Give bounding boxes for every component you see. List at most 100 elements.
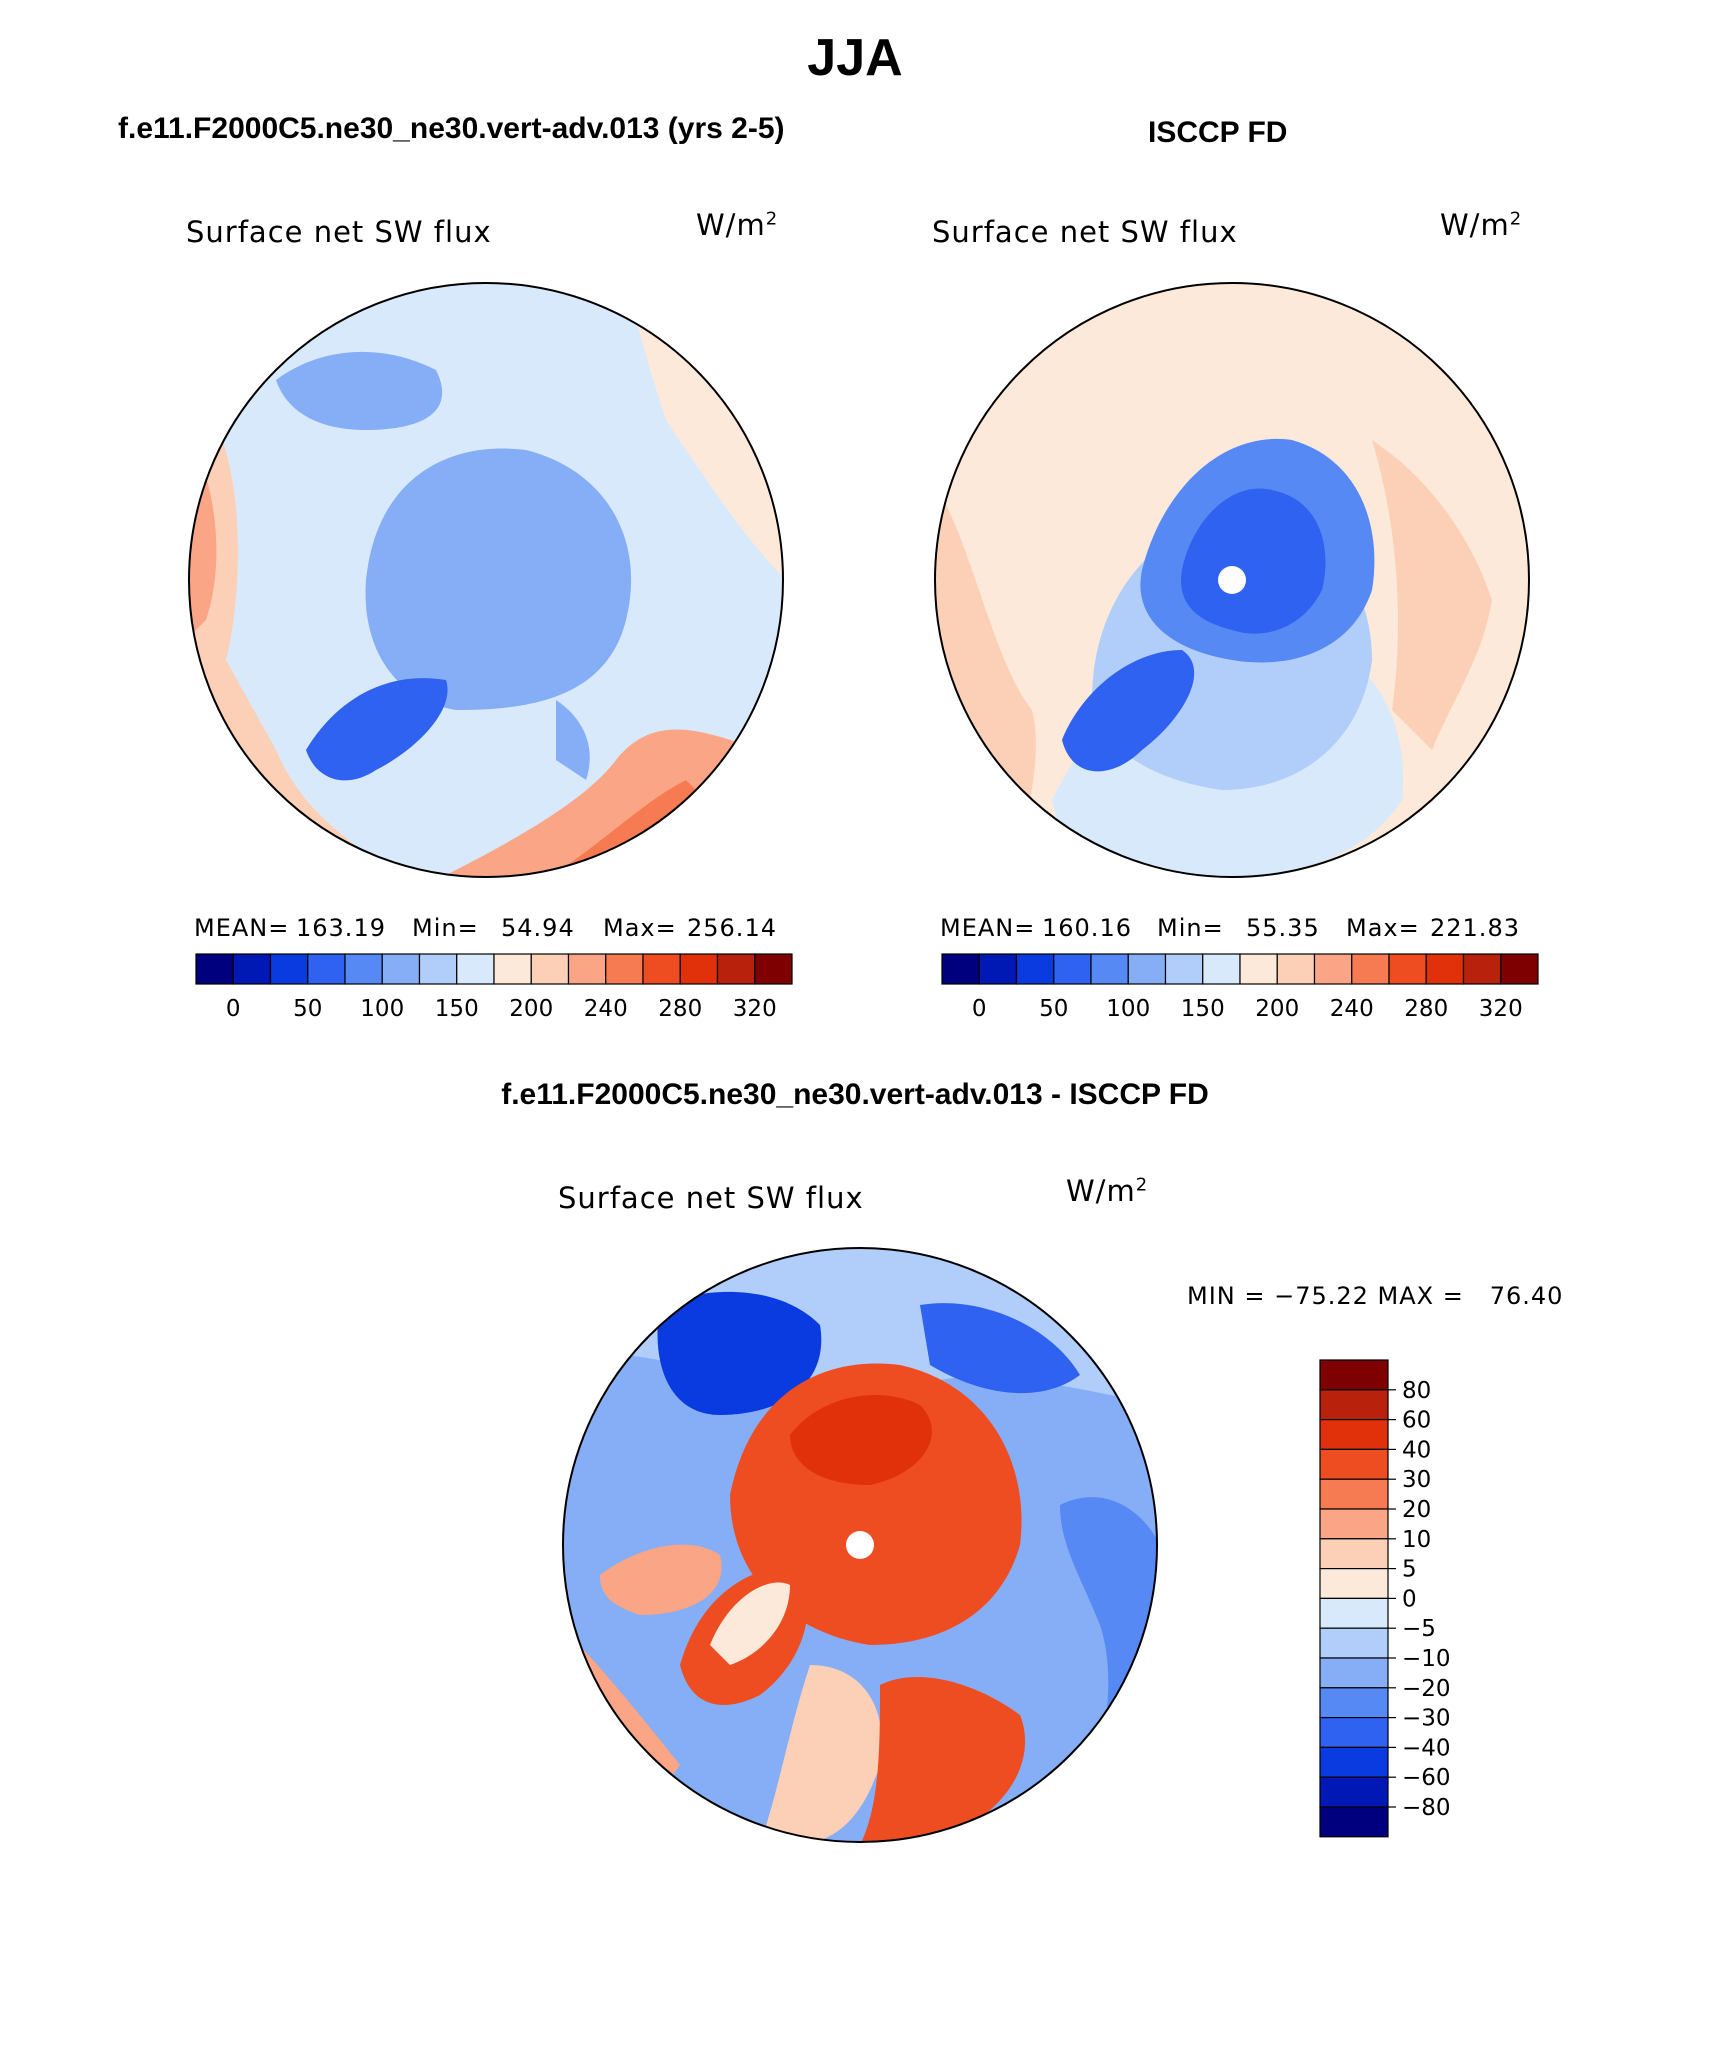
map-fill <box>1372 440 1492 750</box>
obs-colorbar-bin <box>941 953 980 985</box>
diff-colorbar-bin <box>1319 1418 1389 1450</box>
diff-colorbar-bin <box>1319 1538 1389 1570</box>
obs-colorbar-tick-label: 280 <box>1404 996 1448 1022</box>
diff-colorbar-bin <box>1319 1746 1389 1778</box>
diff-colorbar-bin <box>1319 1657 1389 1689</box>
obs-colorbar-tick-label: 0 <box>972 996 987 1022</box>
obs-colorbar-bin <box>1425 953 1465 985</box>
diff-colorbar-tick-label: 40 <box>1402 1437 1431 1463</box>
obs-stat-max: 221.83 <box>1430 914 1520 942</box>
model-colorbar-tick-label: 100 <box>360 996 404 1022</box>
model-stat-mean: 163.19 <box>296 914 386 942</box>
map-fill <box>657 1291 822 1415</box>
diff-colorbar-bin <box>1319 1627 1389 1659</box>
obs-colorbar-bin <box>1313 953 1353 985</box>
diff-colorbar-tick-label: 60 <box>1402 1408 1431 1434</box>
model-colorbar-tick-label: 320 <box>733 996 777 1022</box>
diff-colorbar-bin <box>1319 1478 1389 1510</box>
obs-colorbar-bin <box>1202 953 1241 985</box>
model-stat-min: 54.94 <box>501 914 575 942</box>
obs-colorbar-tick-label: 240 <box>1330 996 1374 1022</box>
model-colorbar: 0 50 100 150 200 240 280 320 <box>195 953 793 1022</box>
diff-colorbar-tick-label: 0 <box>1402 1586 1417 1612</box>
obs-colorbar-bin <box>978 953 1018 985</box>
pole-no-data <box>846 1531 874 1559</box>
map-boundary <box>188 282 784 878</box>
model-colorbar-tick-label: 0 <box>226 996 241 1022</box>
map-fill <box>760 1665 882 1842</box>
model-colorbar-bin <box>381 953 421 985</box>
model-colorbar-tick-label: 240 <box>584 996 628 1022</box>
obs-colorbar: 0 50 100 150 200 240 280 320 <box>941 953 1539 1022</box>
obs-colorbar-bin <box>1053 953 1092 985</box>
diff-colorbar-bin <box>1319 1597 1389 1629</box>
map-fill <box>790 1395 932 1485</box>
map-fill <box>860 1677 1025 1842</box>
model-stat-max-label: Max= <box>603 914 677 942</box>
diff-colorbar-tick-label: −5 <box>1402 1616 1436 1642</box>
model-map <box>188 282 784 878</box>
model-colorbar-bin <box>269 953 309 985</box>
model-colorbar-tick-label: 50 <box>293 996 322 1022</box>
obs-colorbar-tick-label: 320 <box>1479 996 1523 1022</box>
obs-colorbar-bin <box>1164 953 1204 985</box>
model-colorbar-bin <box>195 953 234 985</box>
model-colorbar-bin <box>456 953 495 985</box>
obs-colorbar-bin <box>1500 953 1539 985</box>
model-colorbar-tick-label: 280 <box>658 996 702 1022</box>
obs-colorbar-bin <box>1276 953 1316 985</box>
map-fill <box>365 448 632 710</box>
map-fill <box>276 351 443 430</box>
model-colorbar-bin <box>493 953 532 985</box>
diff-colorbar-tick-label: −60 <box>1402 1765 1451 1791</box>
obs-colorbar-bin <box>1015 953 1055 985</box>
diff-colorbar-tick-label: 10 <box>1402 1527 1431 1553</box>
model-colorbar-bin <box>232 953 272 985</box>
obs-colorbar-bin <box>1239 953 1278 985</box>
diff-colorbar-tick-label: −30 <box>1402 1706 1451 1732</box>
model-colorbar-bin <box>567 953 607 985</box>
diff-colorbar-bin <box>1319 1448 1389 1480</box>
map-fill <box>710 1582 790 1665</box>
diff-colorbar-tick-label: −80 <box>1402 1795 1451 1821</box>
model-colorbar-tick-label: 200 <box>509 996 553 1022</box>
diff-colorbar-bin <box>1319 1359 1389 1391</box>
diff-colorbar-tick-label: −10 <box>1402 1646 1451 1672</box>
diff-colorbar-tick-label: 20 <box>1402 1497 1431 1523</box>
diff-colorbar-bin <box>1319 1508 1389 1540</box>
map-fill <box>1181 488 1326 634</box>
obs-panel-title: ISCCP FD <box>1148 116 1288 149</box>
diff-field-name: Surface net SW flux <box>558 1181 864 1215</box>
model-colorbar-bin <box>642 953 681 985</box>
obs-map <box>934 282 1530 878</box>
model-colorbar-bin <box>344 953 383 985</box>
obs-colorbar-bin <box>1351 953 1390 985</box>
model-panel-title: f.e11.F2000C5.ne30_ne30.vert-adv.013 (yr… <box>118 112 785 145</box>
model-units: W/m2 <box>696 208 779 242</box>
diff-colorbar-bin <box>1319 1776 1389 1808</box>
obs-colorbar-bin <box>1388 953 1427 985</box>
diff-colorbar-tick-label: −40 <box>1402 1735 1451 1761</box>
model-colorbar-bin <box>418 953 458 985</box>
diff-panel-title: f.e11.F2000C5.ne30_ne30.vert-adv.013 - I… <box>501 1078 1209 1111</box>
diff-colorbar-tick-label: −20 <box>1402 1676 1451 1702</box>
map-fill <box>600 1544 722 1615</box>
model-colorbar-bin <box>754 953 793 985</box>
obs-field-name: Surface net SW flux <box>932 215 1238 249</box>
obs-colorbar-tick-label: 100 <box>1106 996 1150 1022</box>
map-fill <box>1062 650 1195 772</box>
obs-stat-min-label: Min= <box>1157 914 1224 942</box>
model-colorbar-tick-label: 150 <box>435 996 479 1022</box>
model-colorbar-bin <box>605 953 644 985</box>
obs-stat-max-label: Max= <box>1346 914 1420 942</box>
obs-colorbar-tick-label: 200 <box>1255 996 1299 1022</box>
diff-units: W/m2 <box>1066 1174 1149 1208</box>
diff-map <box>562 1247 1158 1843</box>
obs-colorbar-tick-label: 50 <box>1039 996 1068 1022</box>
diff-colorbar-bin <box>1319 1389 1389 1421</box>
map-fill <box>556 700 590 780</box>
model-colorbar-bin <box>679 953 719 985</box>
obs-colorbar-tick-label: 150 <box>1181 996 1225 1022</box>
obs-colorbar-bin <box>1127 953 1167 985</box>
model-stat-max: 256.14 <box>687 914 777 942</box>
